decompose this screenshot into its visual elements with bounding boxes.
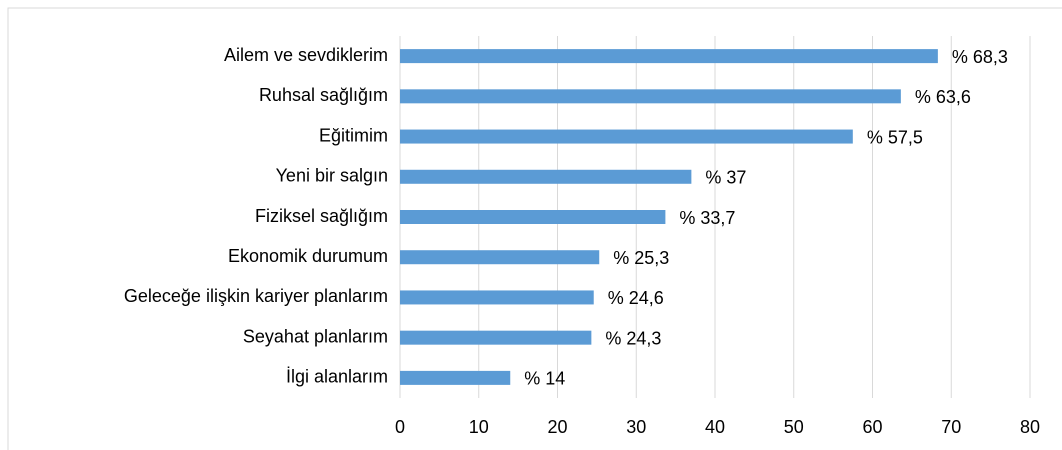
value-label: % 24,3 [605,328,661,348]
y-tick-label: İlgi alanlarım [286,367,388,387]
y-tick-label: Fiziksel sağlığım [255,206,388,226]
x-tick-label: 0 [395,417,405,437]
value-label: % 57,5 [867,127,923,147]
y-tick-label: Ruhsal sağlığım [259,85,388,105]
y-tick-label: Geleceğe ilişkin kariyer planlarım [124,286,388,306]
value-label: % 24,6 [608,288,664,308]
x-tick-label: 40 [705,417,725,437]
y-tick-label: Ekonomik durumum [228,246,388,266]
bar [400,210,666,224]
x-tick-label: 60 [862,417,882,437]
x-tick-label: 70 [941,417,961,437]
bar [400,169,692,184]
y-tick-label: Yeni bir salgın [276,166,388,186]
value-label: % 14 [524,369,565,389]
bar [400,290,594,305]
bar [400,89,901,104]
value-label: % 25,3 [613,248,669,268]
x-tick-label: 50 [784,417,804,437]
value-label: % 37 [705,168,746,188]
chart-frame [7,7,1062,450]
y-tick-label: Ailem ve sevdiklerim [224,45,388,65]
bar [400,49,938,64]
y-tick-label: Seyahat planlarım [243,326,388,346]
bar [400,129,853,144]
bar [400,370,511,385]
value-label: % 33,7 [679,208,735,228]
x-tick-label: 20 [547,417,567,437]
x-tick-label: 30 [626,417,646,437]
bar [400,250,600,265]
x-tick-label: 80 [1020,417,1040,437]
x-tick-label: 10 [469,417,489,437]
y-tick-label: Eğitimim [319,125,388,145]
value-label: % 63,6 [915,87,971,107]
value-label: % 68,3 [952,47,1008,67]
bar [400,330,592,345]
